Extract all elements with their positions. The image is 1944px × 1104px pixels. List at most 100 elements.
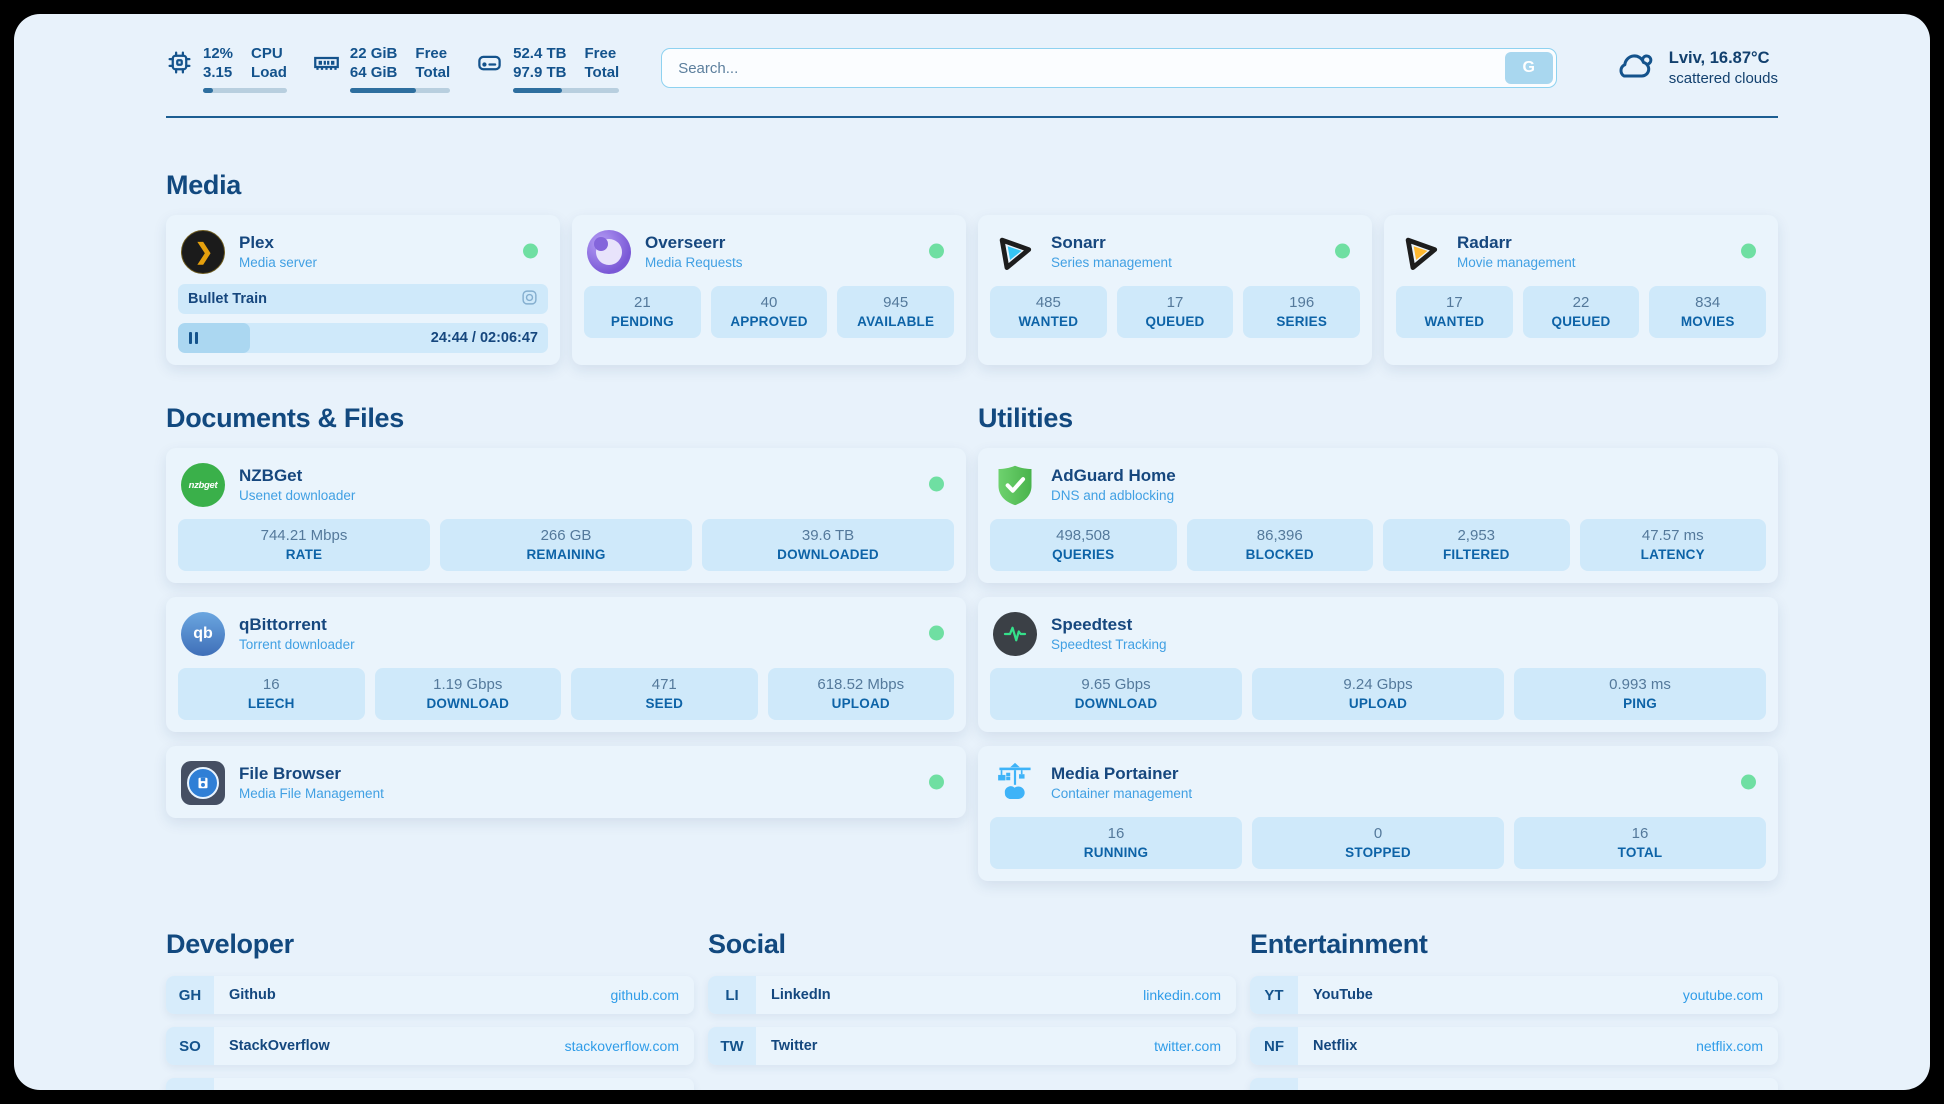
stat-leech: 16 LEECH [178,668,365,720]
memory-total: 64 GiB [349,64,398,81]
dashboard-page: 12% 3.15 CPU Load [14,14,1930,1090]
app-title: Radarr [1457,233,1512,253]
app-card-nzbget[interactable]: nzbget NZBGet Usenet downloader 74 [166,448,966,583]
app-card-qbittorrent[interactable]: qb qBittorrent Torrent downloader [166,597,966,732]
linkedin-badge: LI [708,976,756,1014]
disk-label-1: Free [584,44,617,62]
link-dev[interactable]: DT DEV dev.to [166,1078,694,1090]
overseerr-icon [586,229,632,275]
app-card-filebrowser[interactable]: File Browser Media File Management [166,746,966,818]
app-subtitle: DNS and adblocking [1051,488,1175,504]
app-subtitle: Movie management [1457,255,1576,271]
stat-pending: 21 PENDING [584,286,701,338]
disk-label-2: Total [584,64,620,81]
app-card-speedtest[interactable]: Speedtest Speedtest Tracking 9.65 Gbps D… [978,597,1778,732]
stat-wanted: 17 WANTED [1396,286,1513,338]
stat-seed: 471 SEED [571,668,758,720]
weather-widget: Lviv, 16.87°C scattered clouds [1613,47,1778,90]
header-divider [166,116,1778,118]
playback-progress-bar[interactable]: 24:44 / 02:06:47 [178,323,548,353]
app-title: NZBGet [239,466,303,486]
app-title: Sonarr [1051,233,1106,253]
app-card-sonarr[interactable]: Sonarr Series management 485 WANTED 17 Q… [978,215,1372,365]
pause-icon [189,332,192,344]
disk-progress-bar [513,87,620,93]
link-github[interactable]: GH Github github.com [166,976,694,1014]
cpu-load-avg: 3.15 [203,64,233,81]
adguard-icon [992,462,1038,508]
app-subtitle: Container management [1051,786,1193,802]
status-online-dot [929,625,944,641]
app-card-overseerr[interactable]: Overseerr Media Requests 21 PENDING 40 A… [572,215,966,365]
section-title-documents: Documents & Files [166,403,404,433]
playback-time: 24:44 / 02:06:47 [430,330,538,346]
dev-badge: DT [166,1078,214,1090]
portainer-icon [992,760,1038,806]
stat-available: 945 AVAILABLE [837,286,955,338]
stat-running: 16 RUNNING [990,817,1242,869]
app-card-adguard[interactable]: AdGuard Home DNS and adblocking 498,508 … [978,448,1778,583]
link-reddit[interactable]: RE Reddit reddit.com [1250,1078,1778,1090]
cpu-percent: 12% [203,44,234,62]
status-online-dot [929,243,944,259]
link-youtube[interactable]: YT YouTube youtube.com [1250,976,1778,1014]
section-title-utilities: Utilities [978,403,1073,433]
stat-queued: 22 QUEUED [1522,286,1640,338]
netflix-badge: NF [1250,1027,1298,1065]
github-badge: GH [166,976,214,1014]
app-title: Overseerr [645,233,726,253]
app-title: Media Portainer [1051,764,1179,784]
status-online-dot [1741,243,1756,259]
now-playing-title: Bullet Train [188,291,267,307]
status-online-dot [1335,243,1350,259]
stat-remaining: 266 GB REMAINING [440,519,692,571]
link-stackoverflow[interactable]: SO StackOverflow stackoverflow.com [166,1027,694,1065]
app-subtitle: Speedtest Tracking [1051,637,1167,653]
app-card-plex[interactable]: ❯ Plex Media server Bullet Train [166,215,560,365]
status-online-dot [1741,774,1756,790]
cpu-icon [166,44,193,81]
app-card-radarr[interactable]: Radarr Movie management 17 WANTED 22 QUE… [1384,215,1778,365]
stat-downloaded: 39.6 TB DOWNLOADED [702,519,954,571]
app-title: Plex [239,233,274,253]
media-cards-row: ❯ Plex Media server Bullet Train [166,215,1778,365]
stat-queries: 498,508 QUERIES [990,519,1177,571]
app-subtitle: Media server [239,255,318,271]
stat-queued: 17 QUEUED [1116,286,1234,338]
link-linkedin[interactable]: LI LinkedIn linkedin.com [708,976,1236,1014]
link-twitter[interactable]: TW Twitter twitter.com [708,1027,1236,1065]
memory-icon [313,44,340,81]
status-online-dot [523,243,538,259]
stat-filtered: 2,953 FILTERED [1383,519,1570,571]
app-card-portainer[interactable]: Media Portainer Container management 16 … [978,746,1778,881]
disk-icon [476,44,503,81]
system-metrics: 12% 3.15 CPU Load [166,44,620,93]
speedtest-icon [992,611,1038,657]
link-netflix[interactable]: NF Netflix netflix.com [1250,1027,1778,1065]
camera-icon[interactable] [521,289,538,310]
disk-total: 97.9 TB [513,64,567,81]
section-title-media: Media [166,170,242,200]
stat-blocked: 86,396 BLOCKED [1186,519,1373,571]
memory-metric: 22 GiB 64 GiB Free Total [313,44,451,93]
disk-free: 52.4 TB [513,44,567,62]
search-input[interactable] [661,48,1557,88]
now-playing-row: Bullet Train [178,284,548,314]
radarr-icon [1398,229,1444,275]
section-title-social: Social [708,929,786,959]
search-engine-button[interactable]: G [1504,52,1553,84]
app-title: qBittorrent [239,615,327,635]
cpu-progress-bar [203,87,287,93]
memory-label-1: Free [415,44,448,62]
filebrowser-icon [180,760,226,806]
reddit-badge: RE [1250,1078,1298,1090]
app-subtitle: Media Requests [645,255,743,271]
app-title: File Browser [239,764,342,784]
cpu-label-2: Load [251,64,287,81]
stat-upload: 618.52 Mbps UPLOAD [767,668,954,720]
stackoverflow-badge: SO [166,1027,214,1065]
weather-condition: scattered clouds [1668,70,1778,87]
section-title-developer: Developer [166,929,294,959]
section-title-entertainment: Entertainment [1250,929,1428,959]
top-bar: 12% 3.15 CPU Load [166,36,1778,100]
